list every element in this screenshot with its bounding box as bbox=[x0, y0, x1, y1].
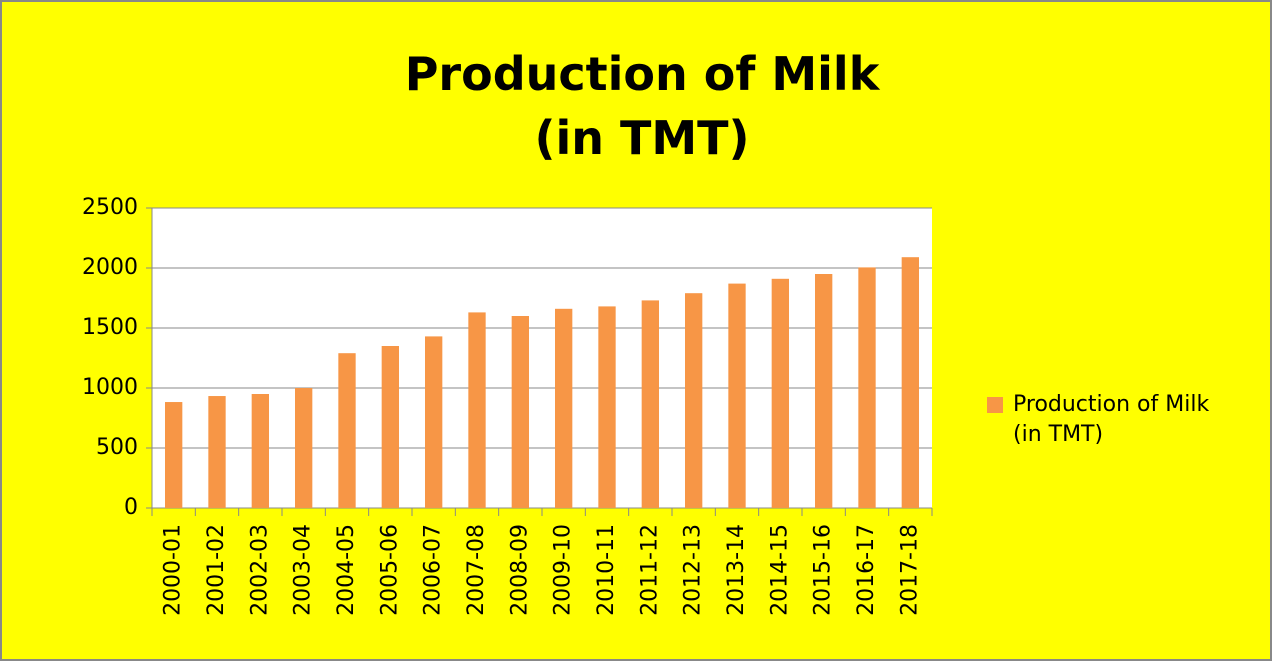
bar bbox=[338, 353, 356, 508]
y-tick-label: 0 bbox=[124, 495, 138, 520]
bar bbox=[555, 308, 573, 508]
bar bbox=[771, 278, 789, 508]
chart-title: Production of Milk (in TMT) bbox=[404, 47, 880, 165]
x-tick-label: 2003-04 bbox=[291, 524, 316, 616]
bar bbox=[641, 300, 659, 508]
bar bbox=[251, 394, 269, 508]
x-tick-label: 2002-03 bbox=[247, 524, 272, 616]
bar bbox=[858, 267, 876, 508]
bar bbox=[295, 388, 313, 508]
bar bbox=[468, 312, 486, 508]
x-tick-label: 2005-06 bbox=[377, 524, 402, 616]
x-tick-label: 2004-05 bbox=[334, 524, 359, 616]
x-tick-label: 2001-02 bbox=[204, 524, 229, 616]
bar bbox=[425, 336, 443, 508]
bar bbox=[815, 274, 833, 508]
x-tick-label: 2012-13 bbox=[681, 524, 706, 616]
bar bbox=[511, 316, 529, 508]
legend: Production of Milk (in TMT) bbox=[987, 390, 1243, 450]
x-tick-label: 2017-18 bbox=[897, 524, 922, 616]
bar bbox=[728, 283, 746, 508]
bar bbox=[598, 306, 616, 508]
y-tick-label: 1500 bbox=[82, 315, 138, 340]
bar bbox=[685, 293, 703, 508]
y-tick-label: 500 bbox=[96, 435, 138, 460]
bar bbox=[165, 402, 183, 508]
y-tick-label: 1000 bbox=[82, 375, 138, 400]
x-tick-label: 2010-11 bbox=[594, 524, 619, 616]
x-tick-label: 2008-09 bbox=[507, 524, 532, 616]
bar bbox=[901, 257, 919, 508]
legend-label: Production of Milk (in TMT) bbox=[1013, 392, 1210, 447]
x-tick-label: 2006-07 bbox=[421, 524, 446, 616]
x-tick-label: 2000-01 bbox=[161, 524, 186, 616]
x-tick-label: 2016-17 bbox=[854, 524, 879, 616]
y-tick-label: 2500 bbox=[82, 195, 138, 220]
bar bbox=[381, 346, 399, 508]
x-tick-label: 2015-16 bbox=[811, 524, 836, 616]
plot-area bbox=[152, 208, 932, 508]
x-tick-label: 2007-08 bbox=[464, 524, 489, 616]
x-tick-label: 2013-14 bbox=[724, 524, 749, 616]
y-tick-label: 2000 bbox=[82, 255, 138, 280]
x-tick-label: 2011-12 bbox=[637, 524, 662, 616]
x-tick-label: 2009-10 bbox=[551, 524, 576, 616]
bar bbox=[208, 396, 226, 508]
x-tick-label: 2014-15 bbox=[767, 524, 792, 616]
legend-swatch bbox=[987, 397, 1003, 413]
